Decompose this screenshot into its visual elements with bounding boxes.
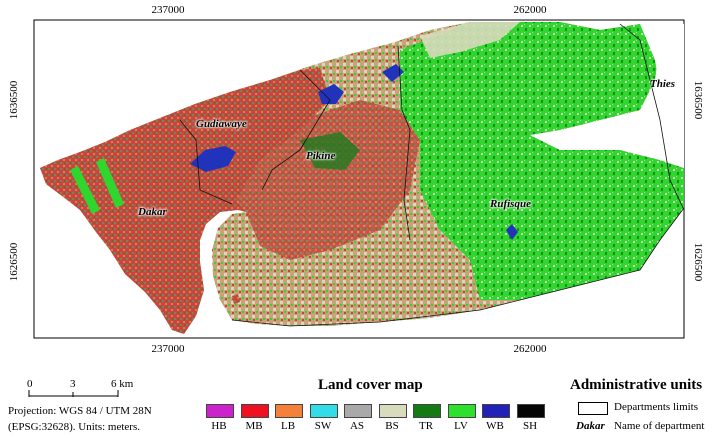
legend-swatch-hb	[206, 404, 234, 418]
legend-label-as: AS	[349, 420, 365, 432]
place-label-dakar: Dakar	[138, 206, 167, 218]
projection-line-2: (EPSG:32628). Units: meters.	[8, 421, 140, 433]
scale-label-6km: 6 km	[111, 378, 134, 390]
coord-right-2: 1626500	[692, 242, 704, 282]
scale-bar-line	[28, 390, 119, 397]
water-east	[506, 224, 518, 240]
legend-label-lv: LV	[454, 420, 468, 432]
vegetation-zone-east	[400, 22, 684, 300]
water-north-1	[318, 84, 344, 104]
legend-label-bs: BS	[385, 420, 399, 432]
trees-patch	[300, 132, 360, 170]
legend-swatch-wb	[482, 404, 510, 418]
place-label-rufisque: Rufisque	[490, 198, 531, 210]
bay-gap	[530, 124, 684, 168]
legend-swatch-lb	[275, 404, 303, 418]
admin-legend-title: Administrative units	[570, 377, 703, 393]
coord-top-1: 237000	[151, 4, 185, 16]
department-limits-label: Departments limits	[614, 401, 699, 413]
place-label-gudiawaye: Gudiawaye	[196, 118, 247, 130]
water-gudiawaye	[190, 146, 236, 172]
coord-bottom-1: 237000	[151, 343, 185, 355]
legend-swatch-as	[344, 404, 372, 418]
place-label-thies: Thies	[650, 78, 676, 90]
legend-swatch-lv	[448, 404, 476, 418]
legend-swatch-tr	[413, 404, 441, 418]
coord-left-2: 1626500	[8, 242, 20, 282]
department-limit-3	[397, 45, 411, 241]
legend-label-hb: HB	[211, 420, 227, 432]
department-limit-4	[619, 23, 684, 211]
water-north-2	[382, 64, 404, 82]
legend-label-mb: MB	[245, 420, 263, 432]
green-strip-2	[96, 158, 124, 208]
green-strip-1	[70, 166, 100, 214]
department-name-label: Name of department	[614, 420, 705, 432]
department-limit-1	[179, 119, 233, 205]
place-label-pikine: Pikine	[306, 150, 336, 162]
coord-left-1: 1636500	[8, 80, 20, 120]
coast-line-south	[231, 207, 684, 327]
legend-swatch-bs	[379, 404, 407, 418]
thies-area	[640, 24, 684, 168]
legend-label-sh: SH	[522, 420, 538, 432]
legend-label-sw: SW	[314, 420, 332, 432]
legend-label-lb: LB	[280, 420, 296, 432]
legend-swatch-mb	[241, 404, 269, 418]
projection-line-1: Projection: WGS 84 / UTM 28N	[8, 405, 152, 417]
department-limit-2	[261, 69, 331, 191]
land-cover-legend-title: Land cover map	[318, 377, 423, 393]
coord-bottom-2: 262000	[513, 343, 547, 355]
legend-swatch-sh	[517, 404, 545, 418]
scale-label-3: 3	[70, 378, 76, 390]
scale-label-0: 0	[27, 378, 33, 390]
urban-zone-dakar	[40, 68, 330, 334]
legend-label-tr: TR	[418, 420, 434, 432]
department-limit-swatch	[578, 402, 608, 415]
legend-swatch-sw	[310, 404, 338, 418]
coord-top-2: 262000	[513, 4, 547, 16]
coord-right-1: 1636500	[692, 80, 704, 120]
urban-zone-pikine	[230, 100, 420, 260]
island	[232, 294, 240, 304]
department-name-example: Dakar	[576, 420, 605, 432]
legend-label-wb: WB	[486, 420, 504, 432]
bare-soil-coast	[420, 22, 520, 58]
